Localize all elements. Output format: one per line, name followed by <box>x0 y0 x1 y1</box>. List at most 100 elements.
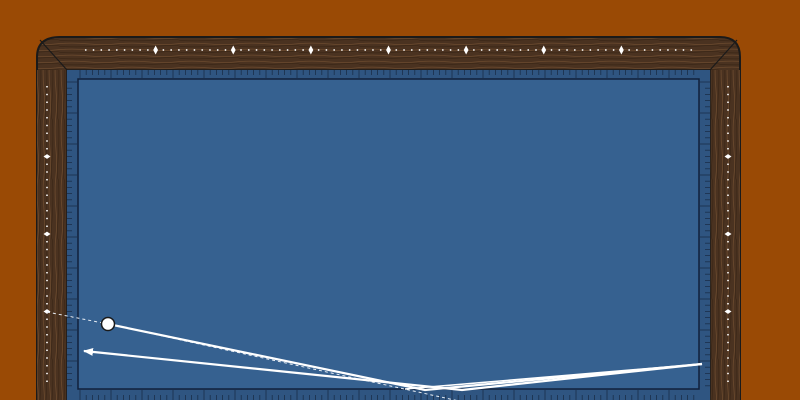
rail-dot <box>46 302 48 305</box>
rail-dot <box>46 380 48 383</box>
rail-dot <box>727 147 729 150</box>
rail-dot <box>46 101 48 104</box>
rail-dot <box>286 49 289 51</box>
rail-dot <box>410 49 413 51</box>
rail-dot <box>325 49 328 51</box>
rail-dot <box>46 349 48 352</box>
rail-dot <box>185 49 188 51</box>
rail-dot <box>535 49 537 51</box>
rail-dot <box>46 256 48 259</box>
rail-dot <box>651 49 654 51</box>
rail-dot <box>115 49 118 51</box>
rail-dot <box>727 140 729 142</box>
rail-dot <box>612 49 615 51</box>
rail-dot <box>46 217 48 220</box>
rail-dot <box>488 49 491 51</box>
rail-dot <box>727 341 729 344</box>
rail-dot <box>46 271 48 274</box>
rail-dot <box>727 380 729 383</box>
rail-dot <box>356 49 359 51</box>
rail-dot <box>573 49 576 51</box>
rail-dot <box>727 186 729 189</box>
rail-dot <box>178 49 180 51</box>
rail-dot <box>46 163 48 166</box>
rail-dot <box>527 49 530 51</box>
rail-diamond-left <box>43 309 51 314</box>
rail-dot <box>263 49 266 51</box>
rail-dot <box>589 49 592 51</box>
rail-dot <box>496 49 499 51</box>
rail-dot <box>46 341 48 344</box>
rail-dot <box>727 302 729 305</box>
rail-dot <box>727 93 729 96</box>
rail-dot <box>727 194 729 197</box>
rail-diamond-top <box>618 45 624 55</box>
rail-dot <box>727 287 729 290</box>
rail-dot <box>457 49 460 51</box>
rail-dot <box>46 124 48 127</box>
rail-dot <box>131 49 134 51</box>
rail-dot <box>550 49 553 51</box>
rail-dot <box>418 49 421 51</box>
rail-dot <box>727 256 729 259</box>
rail-dot <box>46 372 48 375</box>
rail-dot <box>46 132 48 135</box>
rail-dot <box>566 49 568 51</box>
rail-dot <box>46 116 48 119</box>
rail-dot <box>727 217 729 220</box>
rail-diamond-left <box>43 231 51 237</box>
rail-diamond-top <box>463 45 469 55</box>
rail-dot <box>727 279 729 282</box>
rail-dot <box>146 49 149 51</box>
rail-dot <box>628 49 631 51</box>
rail-dot <box>581 49 584 51</box>
cue-ball-path-alt-leg <box>404 363 703 390</box>
rail-dot <box>727 372 729 375</box>
cushion-ruler-ticks <box>67 70 710 400</box>
rail-dot <box>727 240 729 243</box>
rail-dot <box>643 49 646 51</box>
rail-dot <box>46 186 48 189</box>
rail-dot <box>278 49 281 51</box>
rail-dot <box>597 49 599 51</box>
rail-dot <box>636 49 638 51</box>
rail-dot <box>727 202 729 204</box>
rail-dot <box>674 49 677 51</box>
rail-dot <box>472 49 475 51</box>
rail-dot <box>302 49 305 51</box>
rail-dot <box>247 49 250 51</box>
rail-diamond-top <box>153 45 159 55</box>
rail-dot <box>727 357 729 359</box>
rail-dot <box>504 49 506 51</box>
rail-dot <box>139 49 142 51</box>
rail-dot <box>92 49 95 51</box>
rail-dot <box>271 49 273 51</box>
rail-dot <box>395 49 398 51</box>
rail-dot <box>727 163 729 166</box>
rail-diamond-top <box>541 45 547 55</box>
rail-dot <box>46 85 48 88</box>
rail-diamond-top <box>308 45 314 55</box>
rail-dot <box>372 49 374 51</box>
cue-ball[interactable] <box>100 316 116 332</box>
cue-ball-path-return-leg <box>83 347 703 392</box>
rail-diamond-top <box>386 45 391 55</box>
rail-dot <box>108 49 110 51</box>
cue-ball-path-first-leg <box>107 322 703 392</box>
rail-dot <box>255 49 258 51</box>
rail-dot <box>193 49 196 51</box>
rail-dot <box>46 279 48 282</box>
rail-dot <box>727 225 729 228</box>
rail-dot <box>727 248 729 251</box>
rail-dot <box>46 333 48 336</box>
rail-dot <box>441 49 444 51</box>
rail-diamond-right <box>724 231 732 237</box>
rail-dot <box>46 93 48 96</box>
rail-dot <box>519 49 522 51</box>
rail-dot <box>480 49 483 51</box>
rail-dot <box>46 209 48 212</box>
rail-dot <box>46 202 48 204</box>
rail-dot <box>46 147 48 150</box>
